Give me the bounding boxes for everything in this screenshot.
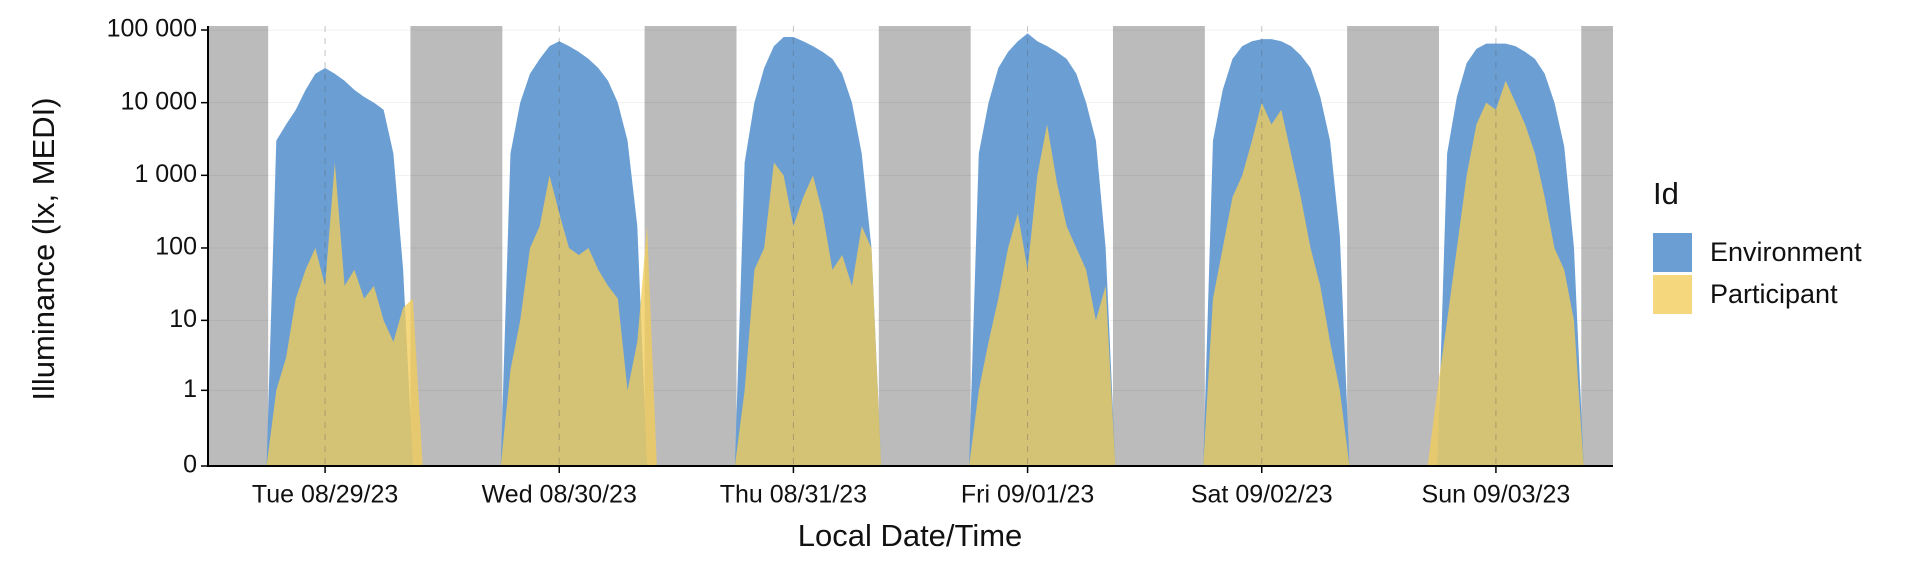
x-tick-label: Thu 08/31/23 — [720, 481, 867, 509]
night-shading — [1112, 26, 1205, 466]
y-axis-title: Illuminance (lx, MEDI) — [26, 97, 61, 400]
night-shading — [410, 26, 503, 466]
legend-key — [1653, 275, 1692, 314]
night-shading — [1581, 26, 1613, 466]
y-tick-label: 1 — [183, 375, 197, 403]
x-tick-label: Fri 09/01/23 — [961, 481, 1094, 509]
legend-title: Id — [1653, 176, 1679, 211]
x-tick-label: Wed 08/30/23 — [482, 481, 637, 509]
y-tick-label: 1 000 — [134, 160, 197, 188]
legend-label: Environment — [1710, 237, 1862, 267]
x-tick-label: Sat 09/02/23 — [1191, 481, 1333, 509]
x-axis-title: Local Date/Time — [798, 518, 1023, 553]
y-tick-label: 100 000 — [107, 15, 197, 43]
y-tick-label: 10 — [169, 305, 197, 333]
night-shading — [1347, 26, 1440, 466]
night-shading — [208, 26, 269, 466]
night-shading — [878, 26, 971, 466]
legend-label: Participant — [1710, 279, 1838, 309]
night-shading — [644, 26, 737, 466]
area — [208, 80, 1604, 466]
x-tick-label: Sun 09/03/23 — [1422, 481, 1571, 509]
y-tick-label: 0 — [183, 451, 197, 479]
legend-key — [1653, 233, 1692, 272]
y-tick-label: 100 — [155, 233, 197, 261]
x-tick-label: Tue 08/29/23 — [252, 481, 398, 509]
y-tick-label: 10 000 — [121, 87, 197, 115]
